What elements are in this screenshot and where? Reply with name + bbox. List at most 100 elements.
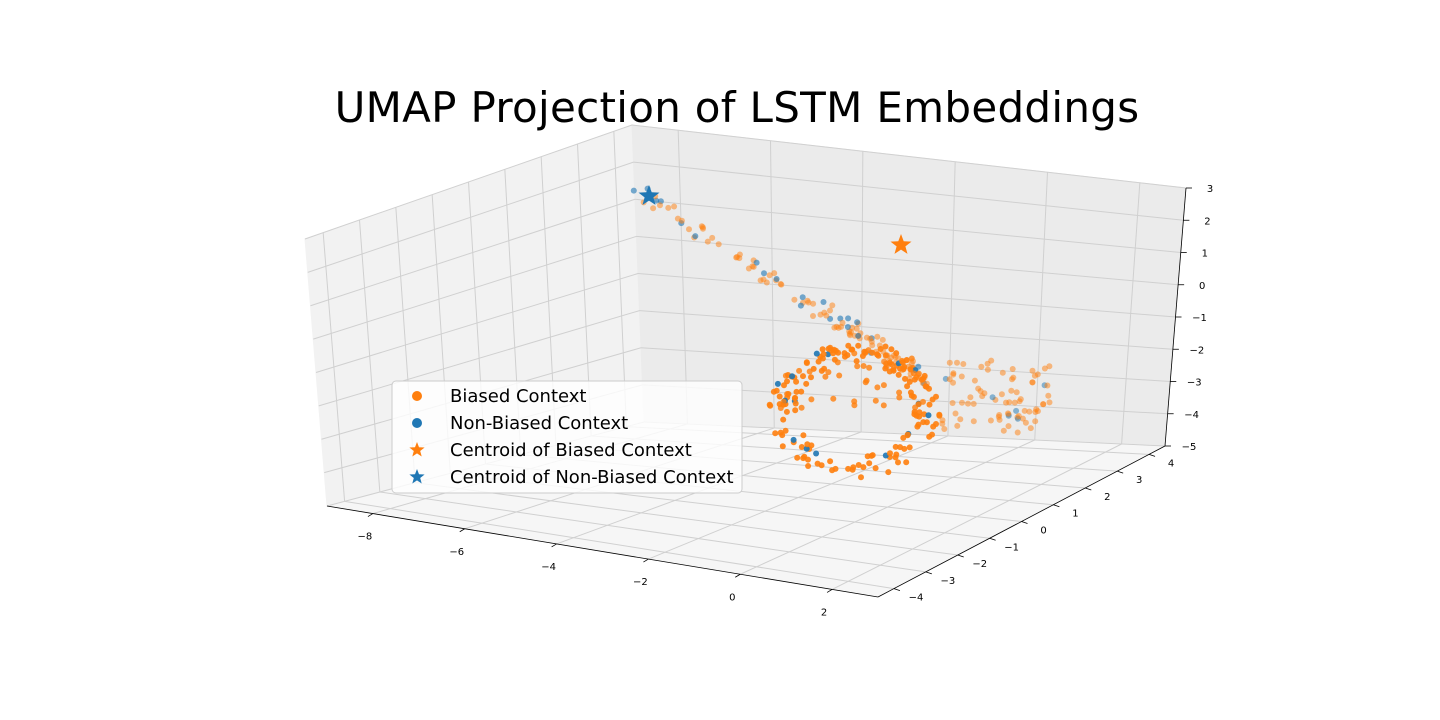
data-points — [630, 185, 1053, 481]
scatter-point — [851, 398, 858, 405]
scatter-point — [903, 459, 910, 466]
scatter-point — [805, 299, 812, 306]
scatter-point — [692, 233, 699, 240]
scatter-point — [771, 270, 778, 277]
scatter-point — [657, 202, 663, 209]
scatter-point — [715, 241, 722, 248]
scatter-point — [698, 223, 705, 230]
scatter-point — [818, 462, 825, 469]
scatter-point — [834, 359, 841, 366]
scatter-point — [798, 388, 805, 395]
legend-marker-centroid-non-biased — [409, 469, 425, 484]
scatter-point — [836, 372, 843, 379]
z-tick-label: 1 — [1202, 249, 1208, 260]
x-gridline-vertical — [1034, 172, 1048, 441]
scatter-point — [971, 377, 978, 384]
x-tick-label: −6 — [449, 547, 464, 558]
scatter-point — [866, 460, 873, 467]
z-tick-label: 0 — [1199, 281, 1205, 292]
scatter-point — [854, 319, 861, 326]
scatter-point — [770, 388, 777, 395]
scatter-point — [892, 443, 899, 450]
scatter-point — [817, 311, 824, 318]
scatter-point — [885, 469, 892, 476]
scatter-point — [832, 465, 839, 472]
scatter-point — [874, 351, 881, 358]
scatter-point — [792, 400, 799, 407]
scatter-point — [704, 238, 711, 245]
scatter-point — [987, 417, 994, 424]
y-tick-mark — [1148, 454, 1156, 457]
scatter-point — [895, 371, 902, 378]
z-gridline-wall — [313, 235, 637, 340]
y-tick-label: 0 — [1040, 526, 1046, 537]
scatter-point — [794, 454, 801, 461]
y-tick-label: 4 — [1168, 458, 1174, 469]
centroid-biased-star — [890, 234, 912, 254]
scatter-point — [763, 279, 770, 286]
scatter-point — [906, 378, 913, 385]
x-tick-mark — [459, 528, 465, 533]
scatter-point — [872, 465, 879, 472]
scatter-point — [1006, 399, 1013, 406]
scatter-point — [822, 373, 829, 380]
z-gridline — [636, 235, 1179, 286]
z-tick-label: −4 — [1184, 410, 1199, 421]
scatter-point — [1041, 365, 1048, 372]
scatter-point — [825, 345, 832, 352]
scatter-point — [800, 373, 806, 380]
scatter-point — [926, 401, 933, 408]
scatter-point — [796, 367, 803, 374]
scatter-point — [904, 431, 911, 438]
scatter-point — [946, 376, 953, 383]
scatter-point — [815, 358, 822, 365]
scatter-point — [933, 393, 939, 400]
scatter-point — [844, 352, 851, 359]
scatter-point — [810, 313, 816, 319]
scatter-point — [825, 369, 832, 376]
x-tick-mark — [735, 573, 741, 578]
scatter-point — [952, 410, 959, 417]
scatter-point — [1046, 399, 1053, 406]
scatter-point — [970, 418, 977, 425]
x-tick-label: 2 — [821, 607, 827, 618]
scatter-point — [882, 352, 889, 359]
scatter-point — [790, 436, 797, 443]
scatter-point — [910, 393, 917, 400]
scatter-point — [901, 364, 908, 371]
scatter-point — [920, 398, 926, 405]
scatter-point — [1009, 366, 1016, 372]
scatter-point — [949, 400, 956, 406]
scatter-point — [998, 391, 1005, 398]
scatter-point — [821, 365, 828, 372]
scatter-point — [914, 423, 921, 430]
scatter-point — [1029, 367, 1036, 374]
z-gridline-wall — [310, 198, 636, 307]
scatter-point — [978, 363, 985, 370]
scatter-point — [1029, 379, 1036, 386]
scatter-point — [799, 294, 806, 301]
scatter-point — [1014, 429, 1021, 436]
scatter-point — [793, 378, 800, 385]
scatter-point — [819, 355, 826, 362]
scatter-point — [774, 380, 781, 387]
scatter-point — [766, 272, 773, 279]
y-tick-label: −2 — [972, 559, 987, 570]
z-gridline-wall — [318, 310, 640, 407]
scatter-point — [825, 351, 832, 358]
legend-label-non-biased: Non-Biased Context — [450, 413, 628, 434]
scatter-point — [845, 465, 852, 472]
y-tick-mark — [1053, 504, 1060, 508]
y-tick-mark — [1117, 470, 1124, 474]
scatter-point — [946, 359, 953, 366]
scatter-point — [674, 215, 681, 222]
x-gridline-vertical — [770, 140, 775, 429]
scatter-point — [855, 462, 862, 468]
scatter-point — [883, 360, 890, 367]
scatter-point — [895, 459, 901, 466]
scatter-point — [1045, 392, 1052, 399]
scatter-point — [874, 333, 881, 340]
scatter-point — [1013, 407, 1020, 414]
x-tick-label: −2 — [633, 577, 648, 588]
